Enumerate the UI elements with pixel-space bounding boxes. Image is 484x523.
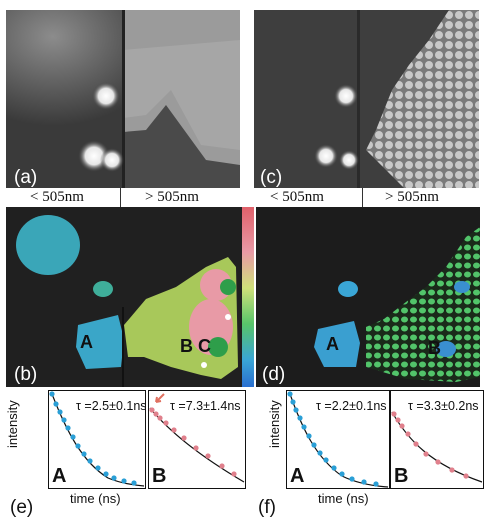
decay-plot-e-a	[48, 390, 146, 489]
tau-f-a: τ =2.2±0.1ns	[316, 399, 387, 413]
decay-plot-f-a	[286, 390, 390, 489]
panel-d-label: (d)	[262, 364, 286, 385]
region-c-label: C	[198, 336, 211, 356]
data-points-f-a	[287, 391, 379, 487]
data-points-e-a	[49, 391, 137, 486]
panel-d-image: (d) A B	[256, 207, 480, 387]
letter-f-b: B	[394, 465, 409, 487]
letter-e-a: A	[52, 465, 67, 487]
panel-a-image: (a)	[6, 10, 240, 188]
panel-e-label: (e)	[10, 497, 34, 518]
panel-c-label: (c)	[260, 167, 283, 188]
wavelength-divider-left	[120, 188, 121, 208]
panel-c-image: (c)	[254, 10, 479, 188]
panel-f-label: (f)	[258, 497, 276, 518]
wavelength-label-long-right: > 505nm	[385, 189, 439, 205]
wavelength-label-long-left: > 505nm	[145, 189, 199, 205]
panel-b-label: (b)	[14, 364, 38, 385]
decay-plot-e-b	[148, 390, 246, 489]
region-d-a-label: A	[326, 334, 339, 354]
xlabel-f: time (ns)	[318, 491, 369, 506]
decay-plots-e: intensity τ =2.5±0.1ns τ =7.3±1.4ns A B …	[0, 388, 250, 523]
region-d-b-label: B	[428, 338, 441, 358]
ylabel-e: intensity	[5, 400, 20, 448]
panel-b-image: (b) A B C	[6, 207, 254, 387]
tau-e-a: τ =2.5±0.1ns	[76, 399, 147, 413]
letter-e-b: B	[152, 465, 167, 487]
wavelength-label-short-right: < 505nm	[270, 189, 324, 205]
xlabel-e: time (ns)	[70, 491, 121, 506]
arrow-marker-e-b	[155, 393, 165, 403]
data-points-e-b	[149, 407, 237, 477]
decay-plots-f: intensity τ =2.2±0.1ns τ =3.3±0.2ns A B …	[250, 388, 484, 523]
region-b-label: B	[180, 336, 193, 356]
wavelength-label-short-left: < 505nm	[30, 189, 84, 205]
letter-f-a: A	[290, 465, 305, 487]
panel-a-label: (a)	[14, 167, 38, 188]
ylabel-f: intensity	[267, 400, 282, 448]
tau-f-b: τ =3.3±0.2ns	[408, 399, 479, 413]
region-a-label: A	[80, 332, 93, 352]
data-points-f-b	[391, 411, 469, 479]
wavelength-divider-right	[362, 188, 363, 208]
tau-e-b: τ =7.3±1.4ns	[170, 399, 241, 413]
